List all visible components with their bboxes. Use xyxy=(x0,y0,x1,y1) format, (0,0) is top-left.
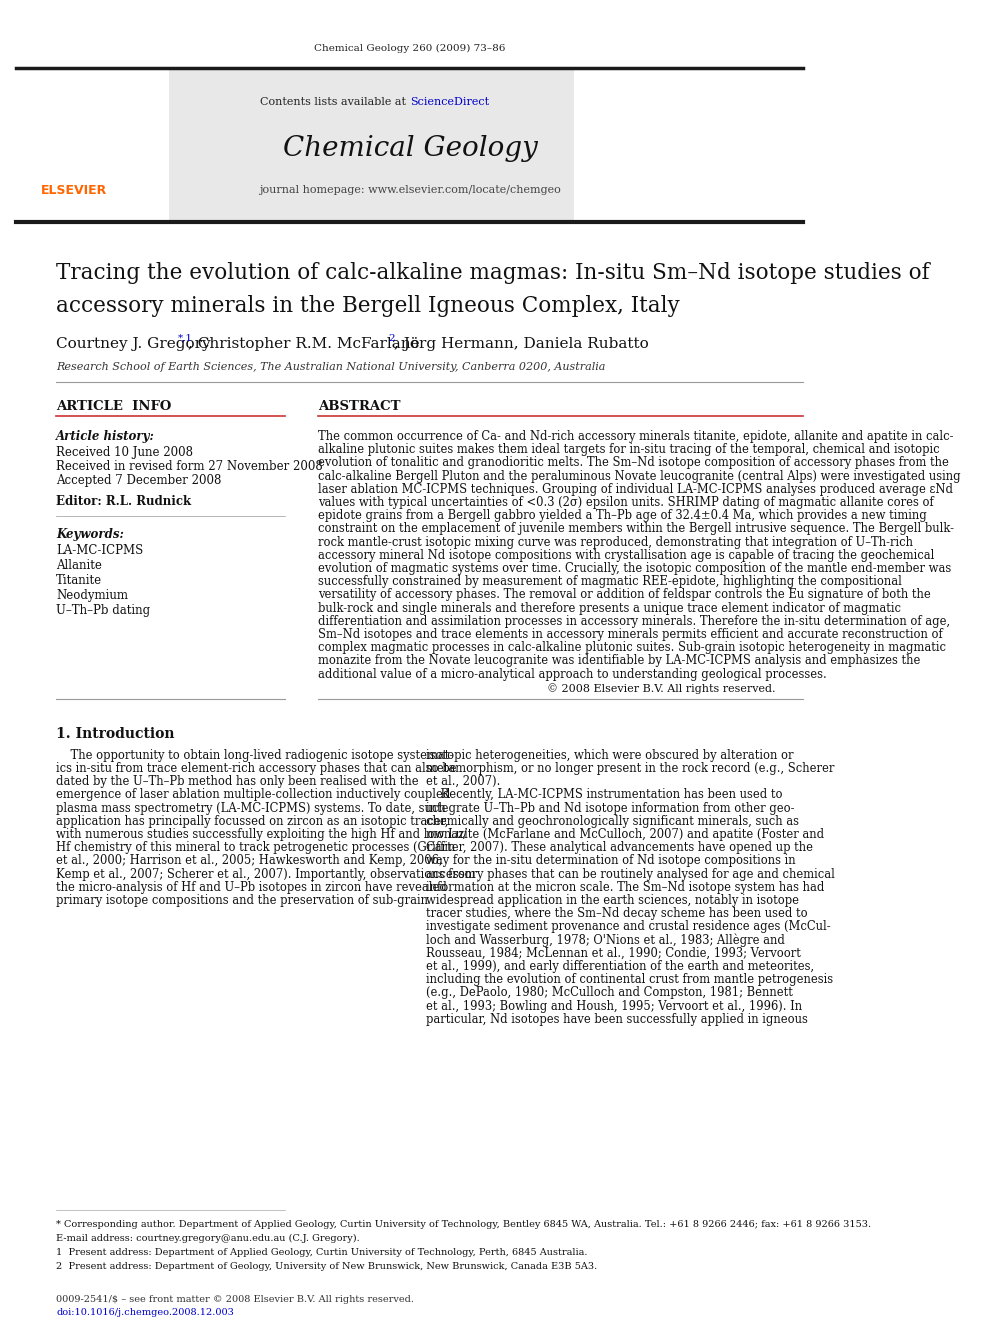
Text: additional value of a micro-analytical approach to understanding geological proc: additional value of a micro-analytical a… xyxy=(318,668,827,680)
Text: Recently, LA-MC-ICPMS instrumentation has been used to: Recently, LA-MC-ICPMS instrumentation ha… xyxy=(426,789,782,802)
Text: bulk-rock and single minerals and therefore presents a unique trace element indi: bulk-rock and single minerals and theref… xyxy=(318,602,901,615)
Text: complex magmatic processes in calc-alkaline plutonic suites. Sub-grain isotopic : complex magmatic processes in calc-alkal… xyxy=(318,642,946,654)
Text: journal homepage: www.elsevier.com/locate/chemgeo: journal homepage: www.elsevier.com/locat… xyxy=(259,185,560,194)
Text: widespread application in the earth sciences, notably in isotope: widespread application in the earth scie… xyxy=(426,894,799,908)
Text: The common occurrence of Ca- and Nd-rich accessory minerals titanite, epidote, a: The common occurrence of Ca- and Nd-rich… xyxy=(318,430,953,443)
Text: Received in revised form 27 November 2008: Received in revised form 27 November 200… xyxy=(57,460,323,474)
Text: Received 10 June 2008: Received 10 June 2008 xyxy=(57,446,193,459)
Text: 2: 2 xyxy=(389,333,395,343)
Text: alkaline plutonic suites makes them ideal targets for in-situ tracing of the tem: alkaline plutonic suites makes them idea… xyxy=(318,443,939,456)
Text: investigate sediment provenance and crustal residence ages (McCul-: investigate sediment provenance and crus… xyxy=(426,921,830,934)
Text: dated by the U–Th–Pb method has only been realised with the: dated by the U–Th–Pb method has only bee… xyxy=(57,775,419,789)
Text: accessory mineral Nd isotope compositions with crystallisation age is capable of: accessory mineral Nd isotope composition… xyxy=(318,549,934,562)
Text: evolution of magmatic systems over time. Crucially, the isotopic composition of : evolution of magmatic systems over time.… xyxy=(318,562,951,576)
Text: Neodymium: Neodymium xyxy=(57,589,128,602)
Text: LA-MC-ICPMS: LA-MC-ICPMS xyxy=(57,544,144,557)
Text: ARTICLE  INFO: ARTICLE INFO xyxy=(57,400,172,413)
Text: particular, Nd isotopes have been successfully applied in igneous: particular, Nd isotopes have been succes… xyxy=(426,1013,807,1025)
Text: Research School of Earth Sciences, The Australian National University, Canberra : Research School of Earth Sciences, The A… xyxy=(57,363,605,372)
Text: et al., 1999), and early differentiation of the earth and meteorites,: et al., 1999), and early differentiation… xyxy=(426,960,813,972)
Text: values with typical uncertainties of <0.3 (2σ) epsilon units. SHRIMP dating of m: values with typical uncertainties of <0.… xyxy=(318,496,933,509)
Text: 1  Present address: Department of Applied Geology, Curtin University of Technolo: 1 Present address: Department of Applied… xyxy=(57,1248,587,1257)
Text: E-mail address: courtney.gregory@anu.edu.au (C.J. Gregory).: E-mail address: courtney.gregory@anu.edu… xyxy=(57,1234,360,1244)
Text: et al., 1993; Bowling and Housh, 1995; Vervoort et al., 1996). In: et al., 1993; Bowling and Housh, 1995; V… xyxy=(426,1000,802,1012)
Text: accessory phases that can be routinely analysed for age and chemical: accessory phases that can be routinely a… xyxy=(426,868,834,881)
Bar xyxy=(170,67,574,222)
Text: plasma mass spectrometry (LA-MC-ICPMS) systems. To date, such: plasma mass spectrometry (LA-MC-ICPMS) s… xyxy=(57,802,446,815)
Text: Chemical Geology: Chemical Geology xyxy=(283,135,538,161)
Text: ScienceDirect: ScienceDirect xyxy=(410,97,489,107)
Text: Carter, 2007). These analytical advancements have opened up the: Carter, 2007). These analytical advancem… xyxy=(426,841,812,855)
Text: monazite (McFarlane and McCulloch, 2007) and apatite (Foster and: monazite (McFarlane and McCulloch, 2007)… xyxy=(426,828,823,841)
Text: epidote grains from a Bergell gabbro yielded a Th–Pb age of 32.4±0.4 Ma, which p: epidote grains from a Bergell gabbro yie… xyxy=(318,509,927,523)
Text: Sm–Nd isotopes and trace elements in accessory minerals permits efficient and ac: Sm–Nd isotopes and trace elements in acc… xyxy=(318,628,943,642)
Text: successfully constrained by measurement of magmatic REE-epidote, highlighting th: successfully constrained by measurement … xyxy=(318,576,902,589)
Text: way for the in-situ determination of Nd isotope compositions in: way for the in-situ determination of Nd … xyxy=(426,855,796,868)
Text: (e.g., DePaolo, 1980; McCulloch and Compston, 1981; Bennett: (e.g., DePaolo, 1980; McCulloch and Comp… xyxy=(426,987,793,999)
Text: ELSEVIER: ELSEVIER xyxy=(42,184,107,197)
Text: constraint on the emplacement of juvenile members within the Bergell intrusive s: constraint on the emplacement of juvenil… xyxy=(318,523,954,536)
Text: including the evolution of continental crust from mantle petrogenesis: including the evolution of continental c… xyxy=(426,974,832,986)
Text: evolution of tonalitic and granodioritic melts. The Sm–Nd isotope composition of: evolution of tonalitic and granodioritic… xyxy=(318,456,949,470)
Text: 2  Present address: Department of Geology, University of New Brunswick, New Brun: 2 Present address: Department of Geology… xyxy=(57,1262,597,1271)
Text: accessory minerals in the Bergell Igneous Complex, Italy: accessory minerals in the Bergell Igneou… xyxy=(57,295,680,318)
Text: the micro-analysis of Hf and U–Pb isotopes in zircon have revealed: the micro-analysis of Hf and U–Pb isotop… xyxy=(57,881,447,894)
Text: application has principally focussed on zircon as an isotopic tracer,: application has principally focussed on … xyxy=(57,815,448,828)
Text: , Jörg Hermann, Daniela Rubatto: , Jörg Hermann, Daniela Rubatto xyxy=(394,337,649,351)
Text: tracer studies, where the Sm–Nd decay scheme has been used to: tracer studies, where the Sm–Nd decay sc… xyxy=(426,908,807,921)
Text: 1. Introduction: 1. Introduction xyxy=(57,726,175,741)
Text: versatility of accessory phases. The removal or addition of feldspar controls th: versatility of accessory phases. The rem… xyxy=(318,589,930,602)
Text: Courtney J. Gregory: Courtney J. Gregory xyxy=(57,337,215,351)
Text: information at the micron scale. The Sm–Nd isotope system has had: information at the micron scale. The Sm–… xyxy=(426,881,824,894)
Text: rock mantle-crust isotopic mixing curve was reproduced, demonstrating that integ: rock mantle-crust isotopic mixing curve … xyxy=(318,536,914,549)
Text: U–Th–Pb dating: U–Th–Pb dating xyxy=(57,605,151,617)
Text: Editor: R.L. Rudnick: Editor: R.L. Rudnick xyxy=(57,495,191,508)
Text: chemically and geochronologically significant minerals, such as: chemically and geochronologically signif… xyxy=(426,815,799,828)
Text: Accepted 7 December 2008: Accepted 7 December 2008 xyxy=(57,474,221,487)
Text: metamorphism, or no longer present in the rock record (e.g., Scherer: metamorphism, or no longer present in th… xyxy=(426,762,834,775)
Text: The opportunity to obtain long-lived radiogenic isotope systemat-: The opportunity to obtain long-lived rad… xyxy=(57,749,453,762)
Text: *,1: *,1 xyxy=(178,333,192,343)
Text: Chemical Geology 260 (2009) 73–86: Chemical Geology 260 (2009) 73–86 xyxy=(314,44,506,53)
Text: et al., 2007).: et al., 2007). xyxy=(426,775,500,789)
Text: primary isotope compositions and the preservation of sub-grain: primary isotope compositions and the pre… xyxy=(57,894,429,908)
Text: integrate U–Th–Pb and Nd isotope information from other geo-: integrate U–Th–Pb and Nd isotope informa… xyxy=(426,802,795,815)
Text: calc-alkaline Bergell Pluton and the peraluminous Novate leucogranite (central A: calc-alkaline Bergell Pluton and the per… xyxy=(318,470,961,483)
Text: laser ablation MC-ICPMS techniques. Grouping of individual LA-MC-ICPMS analyses : laser ablation MC-ICPMS techniques. Grou… xyxy=(318,483,953,496)
Text: with numerous studies successfully exploiting the high Hf and low Lu/: with numerous studies successfully explo… xyxy=(57,828,467,841)
Text: * Corresponding author. Department of Applied Geology, Curtin University of Tech: * Corresponding author. Department of Ap… xyxy=(57,1220,871,1229)
Text: 0009-2541/$ – see front matter © 2008 Elsevier B.V. All rights reserved.: 0009-2541/$ – see front matter © 2008 El… xyxy=(57,1295,415,1304)
Text: ics in-situ from trace element-rich accessory phases that can also be: ics in-situ from trace element-rich acce… xyxy=(57,762,456,775)
Text: ABSTRACT: ABSTRACT xyxy=(318,400,401,413)
Text: Hf chemistry of this mineral to track petrogenetic processes (Griffin: Hf chemistry of this mineral to track pe… xyxy=(57,841,455,855)
Text: monazite from the Novate leucogranite was identifiable by LA-MC-ICPMS analysis a: monazite from the Novate leucogranite wa… xyxy=(318,655,921,667)
Text: Tracing the evolution of calc-alkaline magmas: In-situ Sm–Nd isotope studies of: Tracing the evolution of calc-alkaline m… xyxy=(57,262,930,284)
Text: Rousseau, 1984; McLennan et al., 1990; Condie, 1993; Vervoort: Rousseau, 1984; McLennan et al., 1990; C… xyxy=(426,947,801,959)
Text: Titanite: Titanite xyxy=(57,574,102,587)
Text: Allanite: Allanite xyxy=(57,560,102,572)
Text: Article history:: Article history: xyxy=(57,430,155,443)
Text: Kemp et al., 2007; Scherer et al., 2007). Importantly, observations from: Kemp et al., 2007; Scherer et al., 2007)… xyxy=(57,868,476,881)
Text: Keywords:: Keywords: xyxy=(57,528,124,541)
Text: isotopic heterogeneities, which were obscured by alteration or: isotopic heterogeneities, which were obs… xyxy=(426,749,793,762)
Text: differentiation and assimilation processes in accessory minerals. Therefore the : differentiation and assimilation process… xyxy=(318,615,950,628)
Text: , Christopher R.M. McFarlane: , Christopher R.M. McFarlane xyxy=(188,337,425,351)
Text: et al., 2000; Harrison et al., 2005; Hawkesworth and Kemp, 2006;: et al., 2000; Harrison et al., 2005; Haw… xyxy=(57,855,443,868)
Text: © 2008 Elsevier B.V. All rights reserved.: © 2008 Elsevier B.V. All rights reserved… xyxy=(547,683,775,693)
Text: emergence of laser ablation multiple-collection inductively coupled: emergence of laser ablation multiple-col… xyxy=(57,789,450,802)
Text: doi:10.1016/j.chemgeo.2008.12.003: doi:10.1016/j.chemgeo.2008.12.003 xyxy=(57,1308,234,1316)
Text: loch and Wasserburg, 1978; O'Nions et al., 1983; Allègre and: loch and Wasserburg, 1978; O'Nions et al… xyxy=(426,934,785,947)
Text: Contents lists available at: Contents lists available at xyxy=(260,97,410,107)
